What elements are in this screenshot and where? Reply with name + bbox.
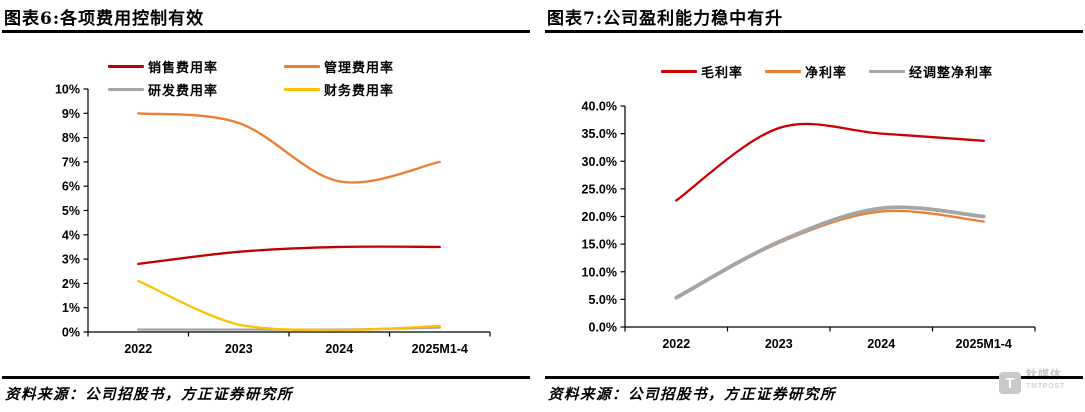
series-line-adjusted-net-margin <box>674 205 986 300</box>
x-tick-label: 2025M1-4 <box>956 337 1012 351</box>
series-line-net-margin <box>675 209 985 300</box>
y-tick-label: 4% <box>62 228 80 242</box>
y-tick-label: 35.0% <box>582 127 617 141</box>
y-tick-label: 25.0% <box>582 182 617 196</box>
y-tick-label: 20.0% <box>582 210 617 224</box>
figure-7-panel: 图表7:公司盈利能力稳中有升 毛利率 净利率 经调整净利率 0.0% 5.0% 10.0… <box>543 0 1085 412</box>
y-tick-label: 3% <box>62 253 80 267</box>
legend-item-sales-expense-ratio: 销售费用率 <box>108 57 218 76</box>
legend-item-net-margin: 净利率 <box>764 62 847 81</box>
y-tick-label: 10% <box>55 83 80 97</box>
legend-swatch-admin-expense-ratio <box>284 65 321 68</box>
legend-swatch-adjusted-net-margin <box>869 69 905 74</box>
axes <box>83 88 491 337</box>
figure-7-source-rule <box>545 376 1083 379</box>
series-line-gross-margin <box>675 122 985 202</box>
legend-swatch-sales-expense-ratio <box>108 65 144 68</box>
y-tick-label: 2% <box>62 277 80 291</box>
x-tick-label: 2024 <box>867 337 895 351</box>
axes <box>620 105 1036 332</box>
legend-item-finance-expense-ratio: 财务费用率 <box>284 80 394 99</box>
figure-7-source: 资料来源：公司招股书，方正证券研究所 <box>548 386 836 403</box>
figure-7-title-rule <box>545 30 1083 33</box>
legend-label-finance-expense-ratio: 财务费用率 <box>324 84 395 99</box>
figure-7-legend: 毛利率 净利率 经调整净利率 <box>543 62 1085 81</box>
legend-label-gross-margin: 毛利率 <box>700 66 743 81</box>
y-tick-label: 0.0% <box>589 321 618 335</box>
y-tick-label: 0% <box>62 326 80 340</box>
y-tick-label: 5% <box>62 204 80 218</box>
figure-6-legend: 销售费用率 管理费用率研发费用率 财务费用率 <box>108 57 394 99</box>
y-tick-label: 15.0% <box>582 238 617 252</box>
y-tick-label: 5.0% <box>589 293 618 307</box>
y-tick-label: 10.0% <box>582 265 617 279</box>
legend-label-rd-expense-ratio: 研发费用率 <box>148 84 219 99</box>
legend-swatch-finance-expense-ratio <box>284 88 321 91</box>
series-line-sales-expense-ratio <box>137 245 441 266</box>
tmtpost-watermark: 钛媒体 TMTPOST T <box>999 367 1085 397</box>
x-tick-label: 2024 <box>325 342 353 356</box>
legend-swatch-gross-margin <box>660 70 697 73</box>
figure-6-source-rule <box>2 376 530 379</box>
expense-ratio-line-chart: 0% 1% 2% 3% 4% 5% 6% 7% 8% 9% 10% 2022 2023 2024 2025M… <box>55 83 491 356</box>
legend-item-rd-expense-ratio: 研发费用率 <box>108 80 218 99</box>
tmtpost-sub-label: TMTPOST <box>1026 383 1066 390</box>
figure-6-title-rule <box>2 30 530 33</box>
y-tick-label: 6% <box>62 180 80 194</box>
y-tick-label: 7% <box>62 155 80 169</box>
tmtpost-watermark-text: 钛媒体 TMTPOST <box>1026 369 1066 391</box>
legend-item-gross-margin: 毛利率 <box>660 62 743 81</box>
x-tick-label: 2025M1-4 <box>412 342 468 356</box>
legend-label-net-margin: 净利率 <box>804 66 847 81</box>
legend-item-admin-expense-ratio: 管理费用率 <box>284 57 394 76</box>
figure-6-title: 图表6:各项费用控制有效 <box>4 9 205 29</box>
figure-6-panel: 图表6:各项费用控制有效 销售费用率 管理费用率研发费用率 财务费用率 0% 1% 2%… <box>0 0 542 412</box>
y-tick-label: 1% <box>62 301 80 315</box>
legend-item-adjusted-net-margin: 经调整净利率 <box>869 62 993 81</box>
tmtpost-logo-icon: T <box>999 372 1021 394</box>
y-tick-label: 30.0% <box>582 155 617 169</box>
series-line-admin-expense-ratio <box>137 112 441 184</box>
legend-label-admin-expense-ratio: 管理费用率 <box>324 61 395 76</box>
legend-label-adjusted-net-margin: 经调整净利率 <box>909 66 994 81</box>
x-tick-label: 2022 <box>662 337 690 351</box>
x-tick-label: 2022 <box>124 342 152 356</box>
series-line-finance-expense-ratio <box>137 279 441 332</box>
legend-label-sales-expense-ratio: 销售费用率 <box>148 61 219 76</box>
legend-swatch-rd-expense-ratio <box>108 88 144 91</box>
tmtpost-brand-label: 钛媒体 <box>1026 369 1062 381</box>
y-tick-label: 8% <box>62 131 80 145</box>
y-tick-label: 40.0% <box>582 100 617 114</box>
x-tick-label: 2023 <box>225 342 253 356</box>
x-tick-label: 2023 <box>765 337 793 351</box>
figure-7-title: 图表7:公司盈利能力稳中有升 <box>547 9 784 29</box>
legend-swatch-net-margin <box>764 70 801 73</box>
y-tick-label: 9% <box>62 107 80 121</box>
figure-6-source: 资料来源：公司招股书，方正证券研究所 <box>5 386 293 403</box>
profitability-line-chart: 0.0% 5.0% 10.0% 15.0% 20.0% 25.0% 30.0% 35.0% 40… <box>582 100 1036 351</box>
